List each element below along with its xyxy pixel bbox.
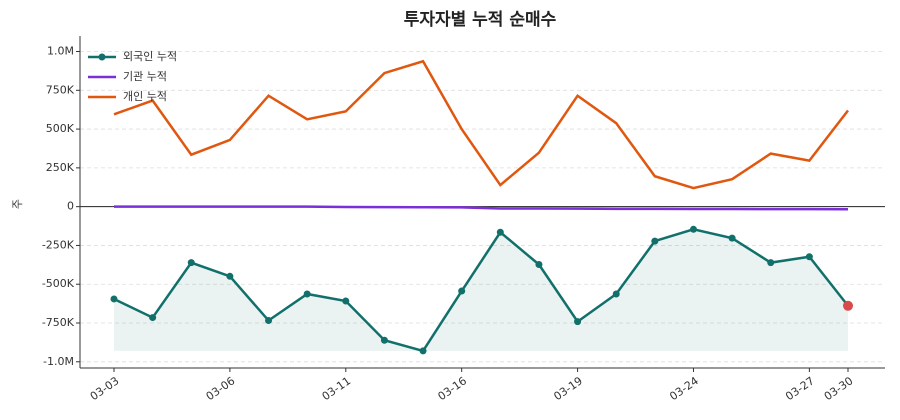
- y-tick-label: -500K: [42, 277, 75, 290]
- y-axis-label: 주: [11, 199, 24, 209]
- point: [689, 225, 697, 233]
- point: [496, 228, 504, 236]
- y-tick-label: -1.0M: [43, 355, 74, 368]
- legend-label: 개인 누적: [123, 90, 167, 103]
- x-tick-label: 03-27: [783, 374, 817, 403]
- point: [574, 318, 582, 326]
- point: [187, 259, 195, 267]
- y-tick-label: 750K: [46, 83, 75, 96]
- y-tick-label: 250K: [46, 161, 75, 174]
- x-tick-label: 03-11: [320, 374, 354, 403]
- point: [110, 295, 118, 303]
- chart-title: 투자자별 누적 순매수: [404, 10, 557, 30]
- y-tick-label: -750K: [42, 316, 75, 329]
- point: [458, 287, 466, 295]
- y-tick-label: 500K: [46, 122, 75, 135]
- y-tick-label: 1.0M: [47, 45, 74, 58]
- y-tick-label: -250K: [42, 238, 75, 251]
- point: [342, 297, 350, 305]
- point: [380, 336, 388, 344]
- x-tick-label: 03-03: [88, 374, 122, 403]
- point: [535, 261, 543, 269]
- x-tick-label: 03-06: [204, 374, 238, 403]
- x-tick-label: 03-24: [667, 374, 701, 403]
- point: [303, 290, 311, 298]
- point: [149, 314, 157, 322]
- series-line: [114, 205, 849, 211]
- point: [767, 259, 775, 267]
- legend-label: 외국인 누적: [123, 50, 177, 63]
- point: [612, 290, 620, 298]
- y-tick-label: 0: [67, 200, 74, 213]
- series-line: [113, 228, 849, 353]
- series-line: [113, 59, 849, 190]
- point: [805, 253, 813, 261]
- legend-marker: [98, 53, 106, 61]
- point: [226, 272, 234, 280]
- x-tick-label: 03-30: [822, 374, 856, 403]
- point: [419, 347, 427, 355]
- legend-label: 기관 누적: [123, 70, 167, 83]
- point: [843, 300, 853, 311]
- x-tick-label: 03-16: [435, 374, 469, 403]
- point: [265, 317, 273, 325]
- area-fill: [114, 229, 848, 351]
- point: [728, 234, 736, 242]
- x-tick-label: 03-19: [551, 374, 585, 403]
- point: [651, 237, 659, 245]
